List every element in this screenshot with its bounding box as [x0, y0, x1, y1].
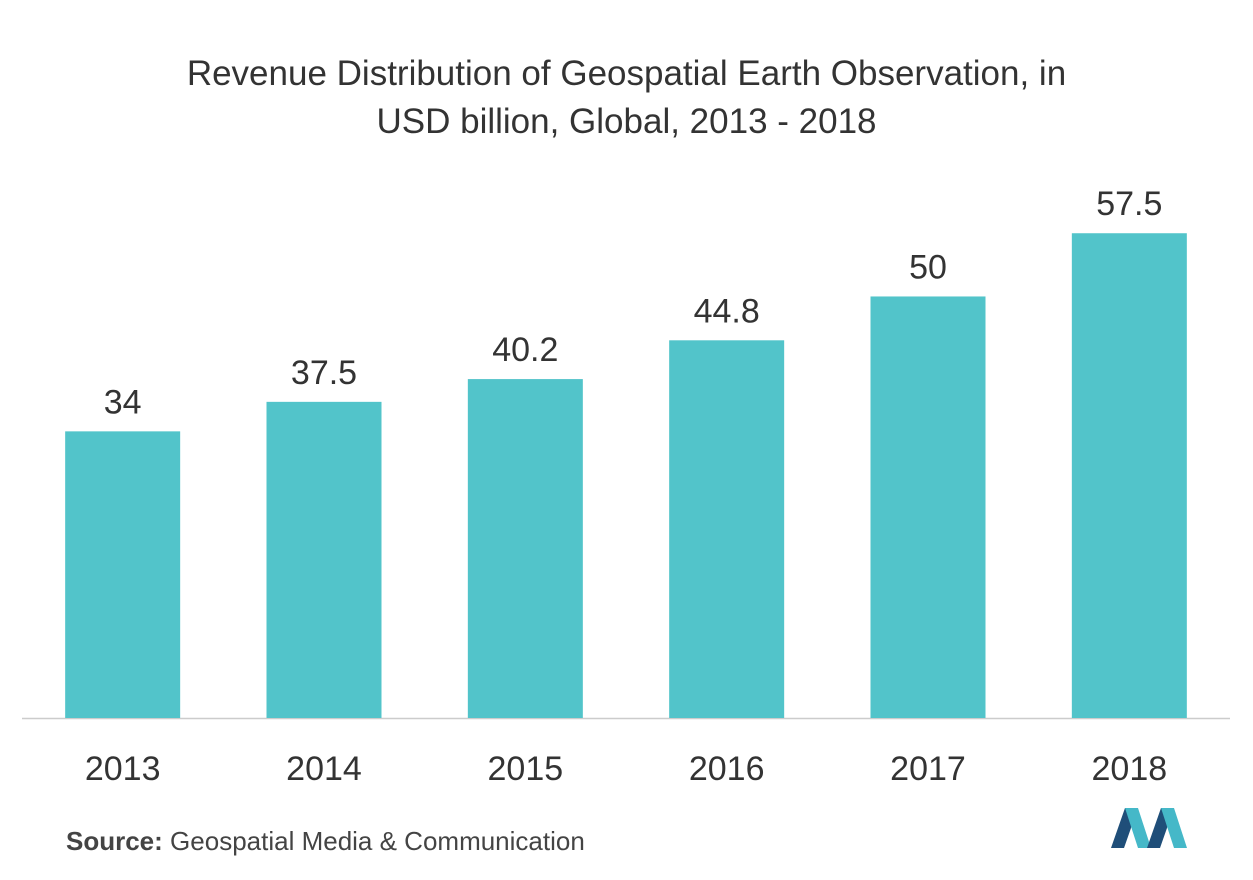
x-tick-label-2018: 2018	[1092, 750, 1168, 788]
chart-title: Revenue Distribution of Geospatial Earth…	[80, 50, 1173, 146]
bar-2017	[870, 296, 986, 718]
data-label-2014: 37.5	[291, 354, 357, 392]
data-label-2013: 34	[104, 383, 142, 421]
x-tick-label-2016: 2016	[689, 750, 765, 788]
source-label: Source:	[66, 826, 163, 856]
market-intelligence-logo-icon	[1111, 808, 1187, 848]
data-label-2015: 40.2	[492, 331, 558, 369]
bar-2013	[65, 431, 181, 718]
data-label-2018: 57.5	[1096, 185, 1162, 223]
source-text: Geospatial Media & Communication	[170, 826, 585, 856]
data-label-2016: 44.8	[694, 292, 760, 330]
bar-chart: 34 2013 37.5 2014 40.2 2015 44.8 2016 50 2017 57.5…	[22, 185, 1230, 788]
source-note: Source: Geospatial Media & Communication	[66, 826, 585, 857]
x-tick-label-2015: 2015	[488, 750, 564, 788]
bar-2016	[669, 340, 785, 718]
chart-title-line-1: Revenue Distribution of Geospatial Earth…	[186, 54, 1067, 93]
x-tick-label-2014: 2014	[286, 750, 362, 788]
x-tick-label-2013: 2013	[85, 750, 161, 788]
bar-2018	[1071, 233, 1187, 718]
chart-title-line-2: USD billion, Global, 2013 - 2018	[376, 102, 877, 141]
bar-2015	[467, 379, 583, 718]
x-tick-label-2017: 2017	[890, 750, 966, 788]
bar-2014	[266, 401, 382, 718]
data-label-2017: 50	[909, 248, 947, 286]
